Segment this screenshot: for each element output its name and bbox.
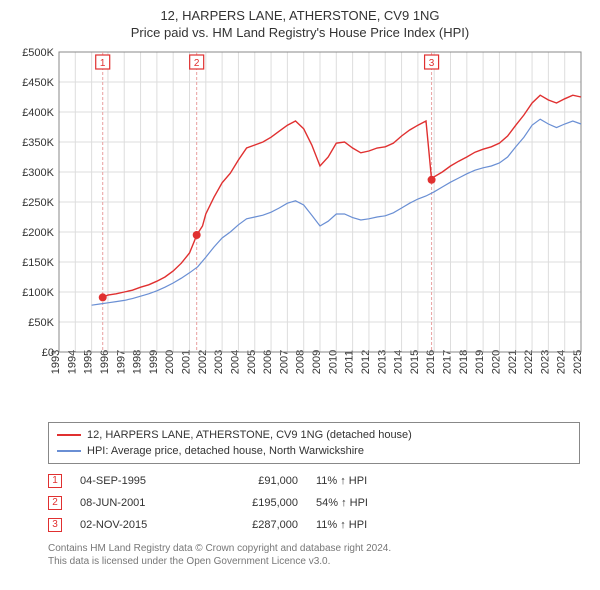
event-row: 2 08-JUN-2001 £195,000 54% ↑ HPI	[48, 492, 580, 514]
legend-label: 12, HARPERS LANE, ATHERSTONE, CV9 1NG (d…	[87, 427, 412, 443]
svg-text:1993: 1993	[50, 350, 62, 374]
svg-text:2015: 2015	[409, 350, 421, 374]
svg-text:£450K: £450K	[22, 77, 54, 89]
event-date: 08-JUN-2001	[80, 492, 190, 514]
svg-text:2012: 2012	[360, 350, 372, 374]
svg-text:2009: 2009	[311, 350, 323, 374]
legend: 12, HARPERS LANE, ATHERSTONE, CV9 1NG (d…	[48, 422, 580, 464]
svg-text:1998: 1998	[132, 350, 144, 374]
svg-text:2004: 2004	[229, 350, 241, 374]
event-number-box: 1	[48, 474, 62, 488]
svg-text:2002: 2002	[197, 350, 209, 374]
chart-title: 12, HARPERS LANE, ATHERSTONE, CV9 1NG	[10, 8, 590, 23]
svg-text:1999: 1999	[148, 350, 160, 374]
footer-line: This data is licensed under the Open Gov…	[48, 555, 580, 568]
svg-text:3: 3	[429, 58, 435, 69]
svg-text:2024: 2024	[556, 350, 568, 374]
event-pct: 11% ↑ HPI	[316, 514, 580, 536]
svg-text:2022: 2022	[523, 350, 535, 374]
legend-row: HPI: Average price, detached house, Nort…	[57, 443, 571, 459]
chart-subtitle: Price paid vs. HM Land Registry's House …	[10, 25, 590, 40]
svg-text:2003: 2003	[213, 350, 225, 374]
event-row: 3 02-NOV-2015 £287,000 11% ↑ HPI	[48, 514, 580, 536]
svg-text:£400K: £400K	[22, 107, 54, 119]
svg-text:£150K: £150K	[22, 257, 54, 269]
svg-text:1997: 1997	[115, 350, 127, 374]
svg-text:2008: 2008	[295, 350, 307, 374]
svg-text:2007: 2007	[278, 350, 290, 374]
legend-swatch	[57, 450, 81, 452]
events-table: 1 04-SEP-1995 £91,000 11% ↑ HPI 2 08-JUN…	[48, 470, 580, 536]
svg-text:2014: 2014	[393, 350, 405, 374]
event-date: 04-SEP-1995	[80, 470, 190, 492]
event-price: £195,000	[208, 492, 298, 514]
svg-text:2023: 2023	[539, 350, 551, 374]
svg-text:1996: 1996	[99, 350, 111, 374]
svg-text:2010: 2010	[327, 350, 339, 374]
event-number-box: 3	[48, 518, 62, 532]
svg-text:2001: 2001	[181, 350, 193, 374]
footer-line: Contains HM Land Registry data © Crown c…	[48, 542, 580, 555]
legend-label: HPI: Average price, detached house, Nort…	[87, 443, 364, 459]
event-price: £91,000	[208, 470, 298, 492]
svg-text:£200K: £200K	[22, 227, 54, 239]
svg-text:2017: 2017	[442, 350, 454, 374]
svg-text:2020: 2020	[490, 350, 502, 374]
footer: Contains HM Land Registry data © Crown c…	[48, 542, 580, 568]
svg-text:2000: 2000	[164, 350, 176, 374]
svg-text:£500K: £500K	[22, 47, 54, 59]
svg-text:2011: 2011	[344, 350, 356, 374]
svg-text:2025: 2025	[572, 350, 584, 374]
svg-text:2018: 2018	[458, 350, 470, 374]
svg-text:1994: 1994	[66, 350, 78, 374]
svg-text:2006: 2006	[262, 350, 274, 374]
svg-text:2016: 2016	[425, 350, 437, 374]
svg-text:£350K: £350K	[22, 137, 54, 149]
svg-text:£50K: £50K	[28, 317, 54, 329]
chart-svg: £0£50K£100K£150K£200K£250K£300K£350K£400…	[11, 46, 589, 416]
event-number-box: 2	[48, 496, 62, 510]
chart-plot-area: £0£50K£100K£150K£200K£250K£300K£350K£400…	[11, 46, 589, 416]
svg-text:2005: 2005	[246, 350, 258, 374]
event-date: 02-NOV-2015	[80, 514, 190, 536]
event-pct: 11% ↑ HPI	[316, 470, 580, 492]
event-pct: 54% ↑ HPI	[316, 492, 580, 514]
svg-text:1995: 1995	[83, 350, 95, 374]
svg-text:£250K: £250K	[22, 197, 54, 209]
svg-text:2021: 2021	[507, 350, 519, 374]
svg-text:2013: 2013	[376, 350, 388, 374]
event-price: £287,000	[208, 514, 298, 536]
event-row: 1 04-SEP-1995 £91,000 11% ↑ HPI	[48, 470, 580, 492]
svg-text:£100K: £100K	[22, 287, 54, 299]
svg-text:2019: 2019	[474, 350, 486, 374]
chart-container: 12, HARPERS LANE, ATHERSTONE, CV9 1NG Pr…	[0, 0, 600, 574]
svg-text:2: 2	[194, 58, 200, 69]
svg-text:1: 1	[100, 58, 106, 69]
legend-swatch	[57, 434, 81, 436]
legend-row: 12, HARPERS LANE, ATHERSTONE, CV9 1NG (d…	[57, 427, 571, 443]
svg-text:£300K: £300K	[22, 167, 54, 179]
